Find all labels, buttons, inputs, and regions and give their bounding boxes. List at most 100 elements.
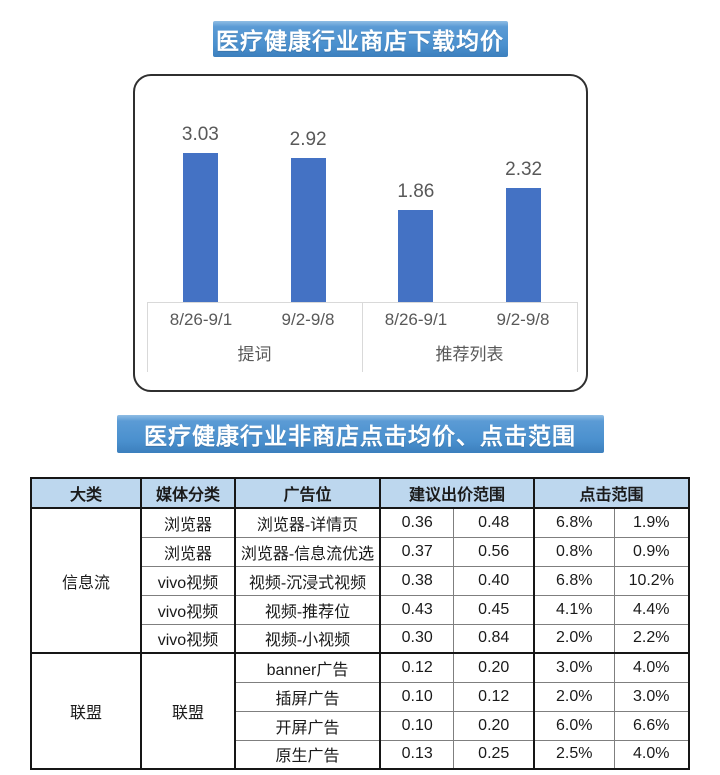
media-cell: 联盟 xyxy=(139,652,236,770)
download-price-bar-chart: 3.03 2.92 1.86 2.32 8/26-9/1 9/2-9/8 提词 8/26-9… xyxy=(132,74,588,392)
bar-value-label: 3.03 xyxy=(181,124,219,145)
table-cell: 浏览器 xyxy=(139,536,236,567)
table-header: 大类 媒体分类 广告位 建议出价范围 点击范围 xyxy=(30,477,690,509)
table-row: 开屏广告 0.10 0.20 6.0% 6.6% xyxy=(31,710,690,741)
table-cell: 3.0% xyxy=(613,681,690,712)
table-cell: 插屏广告 xyxy=(233,681,381,712)
table-cell: 4.0% xyxy=(613,739,690,770)
axis-category-label: 9/2-9/8 xyxy=(281,309,335,329)
table-cell: 0.20 xyxy=(453,710,535,741)
bar xyxy=(506,188,542,302)
store-download-title-banner: 医疗健康行业商店下载均价 xyxy=(212,21,508,57)
table-cell: 2.0% xyxy=(533,623,615,654)
column-header: 广告位 xyxy=(233,477,381,509)
axis-category-label: 8/26-9/1 xyxy=(169,309,233,329)
table-cell: 0.36 xyxy=(378,507,455,538)
category-cell: 信息流 xyxy=(30,507,142,654)
table-cell: 0.10 xyxy=(378,681,455,712)
table-cell: 视频-推荐位 xyxy=(233,594,381,625)
table-cell: 2.5% xyxy=(533,739,615,770)
table-row: 浏览器 浏览器-信息流优选 0.37 0.56 0.8% 0.9% xyxy=(31,536,690,567)
bar-value-label: 2.92 xyxy=(289,129,327,150)
table-cell: 0.9% xyxy=(613,536,690,567)
column-header: 媒体分类 xyxy=(139,477,236,509)
table-cell: 0.56 xyxy=(453,536,535,567)
table-cell: 6.6% xyxy=(613,710,690,741)
axis-category-label: 8/26-9/1 xyxy=(384,309,448,329)
table-row: vivo视频 视频-沉浸式视频 0.38 0.40 6.8% 10.2% xyxy=(31,565,690,596)
table-cell: 2.2% xyxy=(613,623,690,654)
table-cell: 0.48 xyxy=(453,507,535,538)
table-cell: 0.25 xyxy=(453,739,535,770)
bar-value-label: 2.32 xyxy=(505,159,543,180)
table-cell: 0.84 xyxy=(453,623,535,654)
table-cell: vivo视频 xyxy=(139,565,236,596)
table-cell: 0.43 xyxy=(378,594,455,625)
table-cell: 1.9% xyxy=(613,507,690,538)
bar-slot: 3.03 xyxy=(147,76,255,302)
bar xyxy=(290,158,326,302)
table-row: vivo视频 视频-小视频 0.30 0.84 2.0% 2.2% xyxy=(31,623,690,654)
axis-group-label: 提词 xyxy=(237,345,272,364)
column-header: 大类 xyxy=(30,477,142,509)
table-cell: 4.0% xyxy=(613,652,690,683)
table-cell: 4.4% xyxy=(613,594,690,625)
axis-category-label: 9/2-9/8 xyxy=(496,309,550,329)
bar-slot: 2.92 xyxy=(254,76,362,302)
axis-group: 8/26-9/1 9/2-9/8 提词 xyxy=(146,303,363,372)
table-cell: 0.45 xyxy=(453,594,535,625)
table-cell: 2.0% xyxy=(533,681,615,712)
bar-slot: 1.86 xyxy=(362,76,470,302)
table-cell: 开屏广告 xyxy=(233,710,381,741)
chart-x-axis: 8/26-9/1 9/2-9/8 提词 8/26-9/1 9/2-9/8 推荐列表 xyxy=(146,302,578,372)
axis-group-label: 推荐列表 xyxy=(435,345,504,364)
bid-click-range-table: 大类 媒体分类 广告位 建议出价范围 点击范围 信息流 浏览器 浏览器-详情页 0.36 0.4… xyxy=(29,477,691,770)
table-cell: banner广告 xyxy=(233,652,381,683)
table-cell: 6.0% xyxy=(533,710,615,741)
table-cell: 0.40 xyxy=(453,565,535,596)
table-cell: 3.0% xyxy=(533,652,615,683)
table-cell: 0.12 xyxy=(378,652,455,683)
table-cell: 0.8% xyxy=(533,536,615,567)
banner-title: 医疗健康行业非商店点击均价、点击范围 xyxy=(144,423,576,449)
table-cell: 浏览器 xyxy=(139,507,236,538)
table-cell: 6.8% xyxy=(533,565,615,596)
column-header: 建议出价范围 xyxy=(378,477,535,509)
bar xyxy=(398,210,434,302)
table-cell: 0.38 xyxy=(378,565,455,596)
table-cell: 0.37 xyxy=(378,536,455,567)
table-cell: 原生广告 xyxy=(233,739,381,770)
table-cell: 视频-沉浸式视频 xyxy=(233,565,381,596)
category-cell: 联盟 xyxy=(30,652,142,770)
bar-slot: 2.32 xyxy=(470,76,578,302)
table-cell: 0.13 xyxy=(378,739,455,770)
table-cell: 0.30 xyxy=(378,623,455,654)
banner-title: 医疗健康行业商店下载均价 xyxy=(216,28,504,54)
non-store-table-title-banner: 医疗健康行业非商店点击均价、点击范围 xyxy=(116,415,604,453)
column-header: 点击范围 xyxy=(532,477,690,509)
table-body: 信息流 浏览器 浏览器-详情页 0.36 0.48 6.8% 1.9% 浏览器 浏览器-信息流优… xyxy=(30,507,690,770)
table-cell: 浏览器-详情页 xyxy=(233,507,381,538)
bar-value-label: 1.86 xyxy=(397,181,435,202)
table-row: 信息流 浏览器 浏览器-详情页 0.36 0.48 6.8% 1.9% xyxy=(30,507,690,654)
table-cell: 6.8% xyxy=(533,507,615,538)
table-cell: 0.20 xyxy=(453,652,535,683)
table-row: 插屏广告 0.10 0.12 2.0% 3.0% xyxy=(31,681,690,712)
axis-group: 8/26-9/1 9/2-9/8 推荐列表 xyxy=(363,303,578,372)
table-cell: 浏览器-信息流优选 xyxy=(233,536,381,567)
chart-plot: 3.03 2.92 1.86 2.32 xyxy=(147,76,578,302)
table-cell: 4.1% xyxy=(533,594,615,625)
table-cell: vivo视频 xyxy=(139,594,236,625)
table-header-row: 大类 媒体分类 广告位 建议出价范围 点击范围 xyxy=(30,477,690,509)
table-cell: 视频-小视频 xyxy=(233,623,381,654)
table-row: 联盟 联盟 banner广告 0.12 0.20 3.0% 4.0% xyxy=(30,652,690,770)
chart-area: 3.03 2.92 1.86 2.32 8/26-9/1 9/2-9/8 提词 8/26-9… xyxy=(146,76,578,372)
table-cell: 0.10 xyxy=(378,710,455,741)
bar xyxy=(182,153,218,302)
table-row: vivo视频 视频-推荐位 0.43 0.45 4.1% 4.4% xyxy=(31,594,690,625)
table-cell: vivo视频 xyxy=(139,623,236,654)
table-cell: 10.2% xyxy=(613,565,690,596)
table-cell: 0.12 xyxy=(453,681,535,712)
table-row: 原生广告 0.13 0.25 2.5% 4.0% xyxy=(31,739,690,770)
